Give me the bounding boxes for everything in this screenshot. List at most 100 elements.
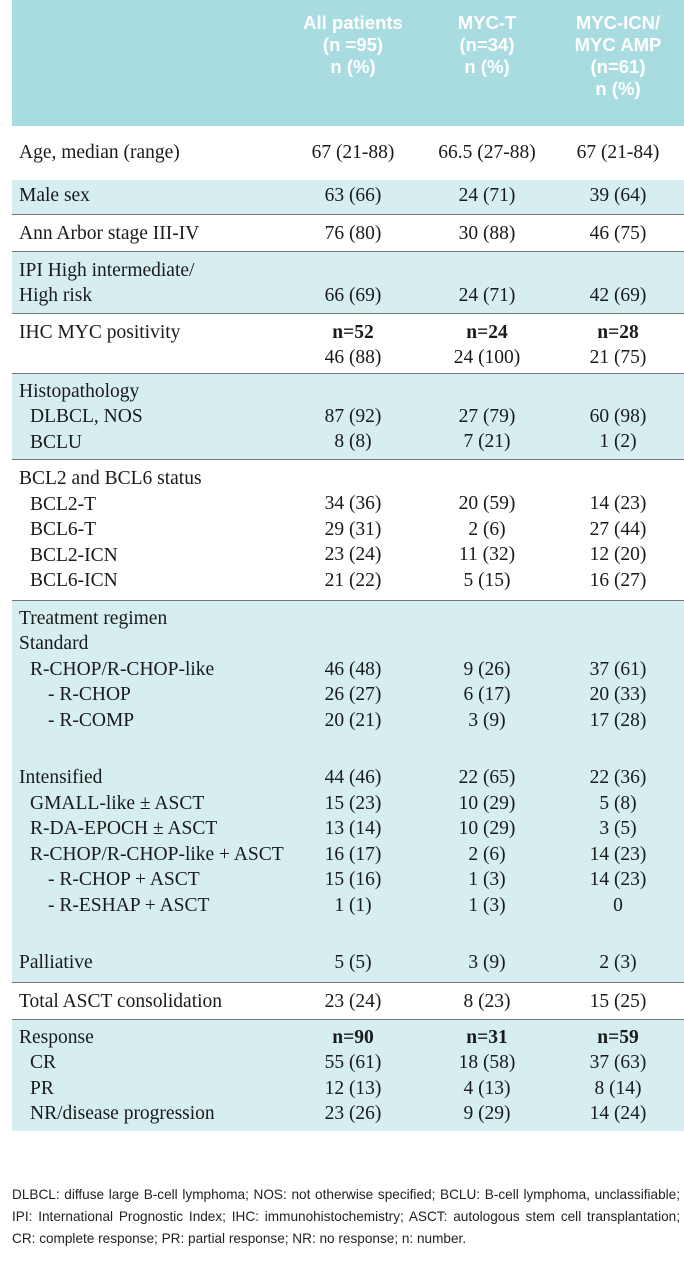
cell-value: 24 (100) — [453, 347, 521, 368]
cell-value: 15 (25) — [552, 981, 684, 1019]
cell-value: 30 (88) — [422, 213, 552, 251]
cell-value: 10 (29) — [458, 792, 516, 814]
cell-n: n=59 — [597, 1026, 639, 1048]
row-total-asct: Total ASCT consolidation 23 (24) 8 (23) … — [12, 981, 684, 1019]
cell-value: 5 (5) — [334, 952, 372, 973]
cell-value: 1 (3) — [468, 869, 506, 890]
row-label: Ann Arbor stage III-IV — [19, 222, 200, 244]
cell-value: 5 (8) — [599, 792, 637, 814]
cell-value: 39 (64) — [589, 185, 647, 206]
row-sublabel: BCL2-T — [30, 493, 97, 515]
cell-value: 46 (88) — [324, 347, 382, 368]
row-label: BCL2 and BCL6 status — [19, 468, 202, 489]
cell-value: 15 (23) — [324, 792, 382, 814]
cell-value: 37 (61) — [589, 658, 647, 680]
cell-value: 4 (13) — [463, 1077, 511, 1099]
row-sublabel: Palliative — [19, 952, 93, 973]
row-sublabel: R-DA-EPOCH ± ASCT — [30, 818, 218, 839]
cell-value: 24 (71) — [422, 250, 552, 313]
cell-value: 67 (21-88) — [311, 142, 395, 163]
cell-value: 20 (33) — [589, 684, 647, 705]
cell-value: 55 (61) — [324, 1052, 382, 1073]
row-sublabel: - R-ESHAP + ASCT — [48, 894, 210, 916]
cell-value: 66 (69) — [284, 250, 422, 313]
cell-value: 42 (69) — [552, 250, 684, 313]
row-sublabel: R-CHOP/R-CHOP-like + ASCT — [30, 843, 284, 865]
cell-value: 16 (27) — [589, 569, 647, 591]
cell-value: 8 (23) — [422, 981, 552, 1019]
row-label: Treatment regimen — [19, 607, 168, 629]
cell-value: 16 (17) — [324, 843, 382, 865]
cell-value: 13 (14) — [324, 818, 382, 839]
cell-value: 15 (16) — [324, 869, 382, 890]
cell-value: 21 (22) — [324, 569, 382, 591]
row-sublabel: R-CHOP/R-CHOP-like — [30, 658, 215, 680]
cell-value: 44 (46) — [324, 767, 382, 788]
row-sublabel: BCL6-T — [30, 519, 97, 540]
cell-value: 0 — [613, 894, 623, 916]
row-sublabel: BCLU — [30, 431, 83, 453]
cell-value: 87 (92) — [324, 405, 382, 427]
cell-value: 27 (44) — [589, 518, 647, 540]
row-label: Total ASCT consolidation — [19, 990, 223, 1012]
cell-value: 46 (48) — [324, 658, 382, 680]
row-sublabel: - R-CHOP + ASCT — [48, 869, 200, 890]
cell-value: 37 (63) — [589, 1052, 647, 1073]
table-header-row: All patients (n =95) n (%) MYC-T (n=34) n (%… — [12, 0, 684, 126]
header-all-patients: All patients (n =95) n (%) — [303, 12, 403, 77]
cell-value: 26 (27) — [324, 684, 382, 705]
cell-value: 9 (29) — [463, 1103, 511, 1124]
cell-value: 1 (2) — [599, 431, 637, 452]
cell-value: 14 (23) — [589, 843, 647, 865]
row-response: Response CR PR NR/disease progression n=… — [12, 1018, 684, 1131]
cell-value: 9 (26) — [463, 658, 511, 680]
cell-value: 67 (21-84) — [576, 142, 660, 163]
row-sublabel: - R-COMP — [48, 709, 135, 731]
row-sublabel: DLBCL, NOS — [30, 406, 143, 427]
row-treatment: Treatment regimen Standard R-CHOP/R-CHOP… — [12, 599, 684, 982]
cell-value: 29 (31) — [324, 518, 382, 540]
cell-value: 21 (75) — [589, 347, 647, 368]
cell-value: 3 (9) — [468, 709, 506, 731]
cell-value: 1 (3) — [468, 894, 506, 916]
cell-value: 3 (9) — [468, 952, 506, 973]
patient-characteristics-table: All patients (n =95) n (%) MYC-T (n=34) n (%… — [12, 0, 684, 1131]
row-bcl-status: BCL2 and BCL6 status BCL2-T BCL6-T BCL2-… — [12, 459, 684, 600]
cell-value: 27 (79) — [458, 405, 516, 427]
cell-value: 1 (1) — [334, 894, 372, 916]
cell-value: 63 (66) — [324, 185, 382, 206]
cell-value: 23 (24) — [324, 544, 382, 565]
cell-value: 14 (24) — [589, 1103, 647, 1124]
cell-value: 2 (6) — [468, 518, 506, 540]
row-ihc-myc: IHC MYC positivity n=52 46 (88) n=24 24 (1… — [12, 312, 684, 373]
cell-value: 66.5 (27-88) — [438, 142, 536, 163]
row-sublabel: Intensified — [19, 767, 103, 788]
cell-value: 20 (21) — [324, 709, 382, 731]
cell-n: n=52 — [332, 321, 374, 343]
row-label: Age, median (range) — [19, 142, 180, 163]
cell-n: n=90 — [332, 1026, 374, 1048]
row-sublabel: NR/disease progression — [30, 1103, 215, 1124]
cell-value: 34 (36) — [324, 493, 382, 514]
header-label-col — [12, 0, 284, 126]
cell-value: 60 (98) — [589, 405, 647, 427]
cell-value: 8 (14) — [594, 1077, 642, 1099]
cell-value: 10 (29) — [458, 818, 516, 839]
row-histopathology: Histopathology DLBCL, NOS BCLU 87 (92) 8 … — [12, 372, 684, 460]
header-myc-t: MYC-T (n=34) n (%) — [457, 12, 517, 77]
cell-value: 5 (15) — [463, 569, 511, 591]
row-label: IPI High intermediate/ — [19, 259, 195, 281]
cell-value: 46 (75) — [552, 213, 684, 251]
header-myc-icn-amp: MYC-ICN/MYC AMP (n=61) n (%) — [574, 12, 662, 99]
row-stage: Ann Arbor stage III-IV 76 (80) 30 (88) 4… — [12, 213, 684, 251]
cell-value: 22 (36) — [589, 767, 647, 788]
table-footnote: DLBCL: diffuse large B-cell lymphoma; NO… — [12, 1187, 680, 1246]
row-sublabel: GMALL-like ± ASCT — [30, 792, 205, 814]
cell-value: 23 (26) — [324, 1103, 382, 1124]
cell-value: 12 (13) — [324, 1077, 382, 1099]
row-label: Male sex — [19, 185, 90, 206]
row-sublabel: Standard — [19, 633, 89, 654]
row-label: IHC MYC positivity — [19, 321, 181, 343]
cell-value: 3 (5) — [599, 818, 637, 839]
cell-n: n=31 — [466, 1026, 508, 1048]
